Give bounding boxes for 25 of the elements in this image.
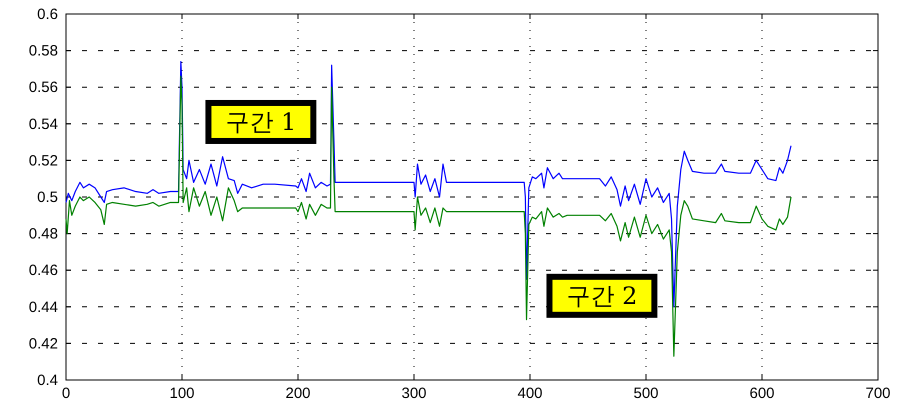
y-tick-label: 0.58 xyxy=(28,42,58,60)
x-tick-label: 600 xyxy=(749,385,775,402)
x-tick-label: 0 xyxy=(62,385,70,402)
x-tick-label: 500 xyxy=(633,385,659,402)
annotation: 구간 2 xyxy=(566,282,638,310)
line-series xyxy=(65,76,792,357)
line-series xyxy=(65,60,792,308)
annotation: 구간 1 xyxy=(205,100,316,144)
x-tick-label: 400 xyxy=(517,385,543,402)
y-tick-label: 0.42 xyxy=(28,335,58,352)
x-tick-label: 100 xyxy=(169,385,195,402)
x-tick-label: 200 xyxy=(285,385,311,402)
y-tick-label: 0.48 xyxy=(28,226,58,243)
y-tick-label: 0.56 xyxy=(28,79,58,96)
y-tick-label: 0.5 xyxy=(37,189,58,206)
x-tick-label: 700 xyxy=(865,385,891,402)
y-tick-label: 0.54 xyxy=(28,116,58,133)
y-tick-label: 0.44 xyxy=(28,298,58,316)
y-tick-label: 0.52 xyxy=(28,152,58,170)
annotation: 구간 2 xyxy=(546,274,658,318)
y-tick-label: 0.46 xyxy=(28,262,58,280)
annotation: 구간 1 xyxy=(225,108,296,136)
x-tick-label: 300 xyxy=(401,385,427,402)
y-tick-label: 0.4 xyxy=(37,372,58,389)
y-tick-label: 0.6 xyxy=(37,6,58,23)
